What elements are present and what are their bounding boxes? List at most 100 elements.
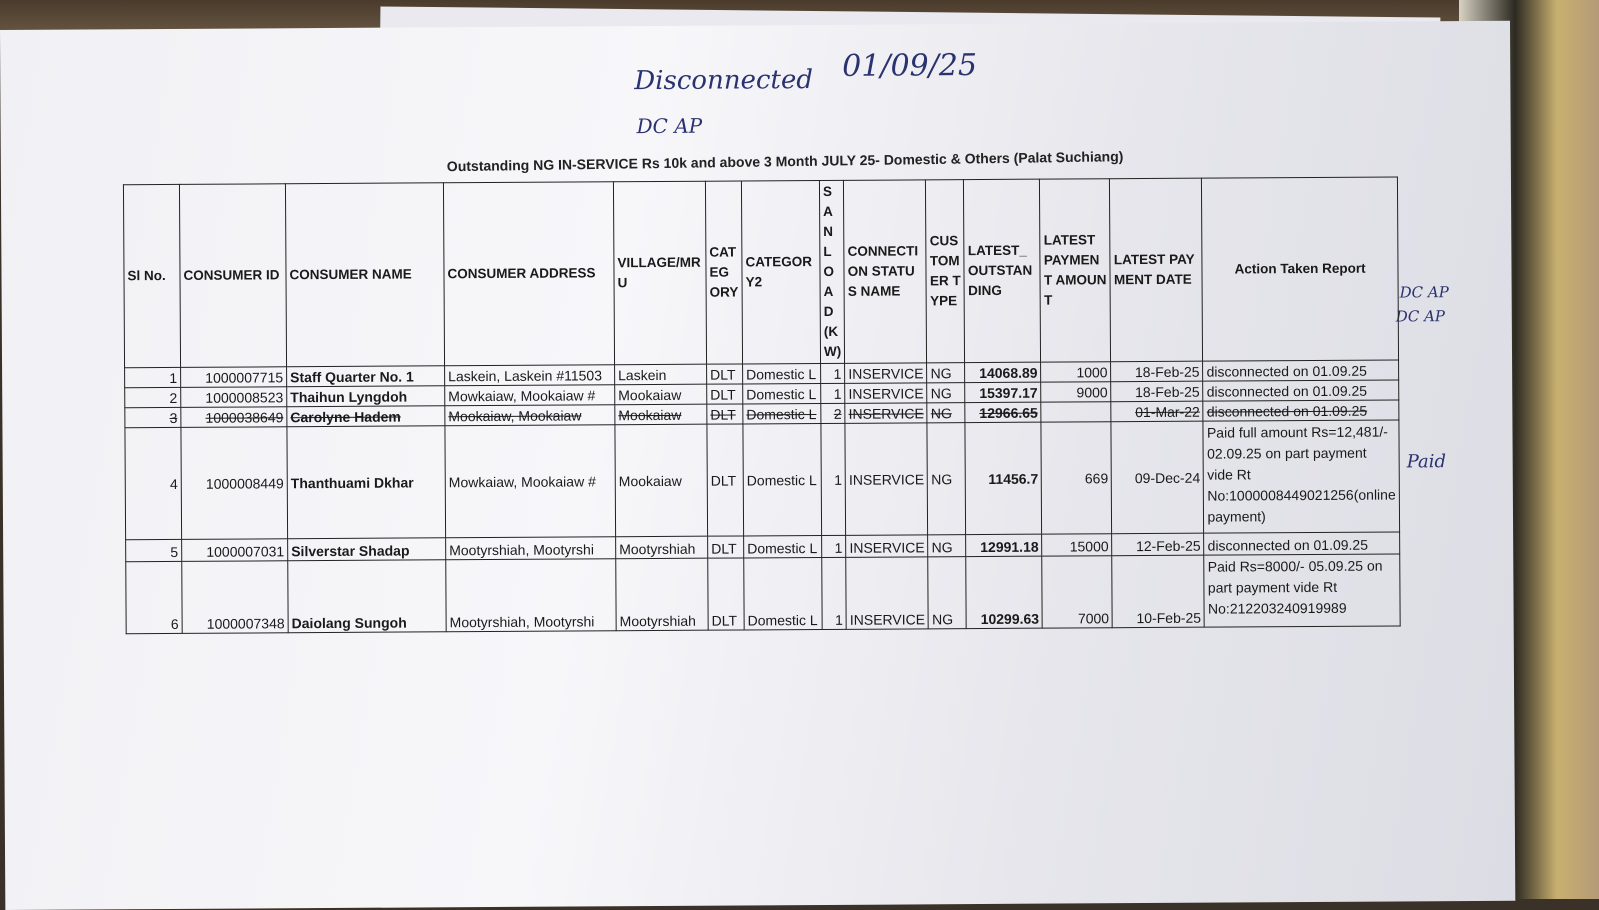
table-cell: disconnected on 01.09.25 (1202, 359, 1399, 382)
table-cell: INSERVICE (845, 556, 929, 630)
table-cell: 1000007348 (181, 560, 289, 634)
table-cell: NG (927, 402, 966, 423)
column-header: LATEST PAYMENT AMOUNT (1039, 178, 1112, 363)
table-cell: DLT (706, 383, 743, 405)
table-cell: 11456.7 (965, 422, 1043, 535)
handwritten-date: 01/09/25 (842, 48, 978, 84)
table-cell: 4 (124, 427, 182, 540)
table-cell: Mowkaiaw, Mookaiaw # (444, 384, 615, 406)
column-header: CATEGORY2 (741, 180, 821, 364)
table-cell: 01-Mar-22 (1111, 401, 1204, 422)
table-cell: 1 (821, 557, 847, 630)
table-cell: Mookaiaw (614, 404, 707, 425)
table-cell: 2 (820, 403, 846, 424)
margin-note: DC AP (1395, 307, 1446, 326)
table-cell: 1000007715 (180, 366, 287, 388)
table-cell: 1000008523 (180, 386, 287, 408)
table-cell: 10299.63 (966, 556, 1043, 629)
table-cell: Mookaiaw (614, 384, 707, 405)
table-cell: disconnected on 01.09.25 (1204, 531, 1400, 556)
table-cell: Silverstar Shadap (287, 537, 446, 561)
table-cell: DLT (707, 557, 745, 631)
table-cell: Staff Quarter No. 1 (286, 365, 445, 387)
table-cell: 15000 (1042, 533, 1113, 557)
table-cell: Domestic L (742, 403, 821, 424)
table-cell: Thanthuami Dkhar (286, 425, 446, 539)
table-cell: NG (927, 382, 966, 403)
table-cell: 12-Feb-25 (1112, 533, 1205, 556)
column-header: CUSTOMER TYPE (925, 179, 966, 363)
table-cell: 3 (124, 407, 181, 428)
table-cell: 669 (1041, 421, 1113, 535)
table-cell: NG (927, 422, 967, 535)
table-cell: 1000 (1041, 361, 1112, 383)
outstanding-table: Sl No. CONSUMER ID CONSUMER NAME CONSUMER A… (123, 176, 1401, 634)
table-cell: 1000038649 (180, 406, 287, 428)
column-header: SANLOAD(KW) (819, 180, 845, 364)
table-cell: INSERVICE (844, 382, 928, 404)
table-cell: INSERVICE (845, 534, 929, 558)
table-cell: DLT (707, 535, 744, 559)
table-cell: 1000007031 (181, 538, 288, 562)
table-cell: 5 (125, 539, 182, 562)
table-cell: NG (928, 534, 967, 557)
column-header: CONSUMER NAME (285, 182, 445, 367)
table-row: 4 1000008449 Thanthuami Dkhar Mowkaiaw, Moo… (124, 419, 1400, 540)
table-cell: Mookaiaw (614, 424, 708, 537)
table-cell: Daiolang Sungoh (287, 559, 447, 633)
table-cell: DLT (706, 363, 743, 385)
table-cell: 10-Feb-25 (1112, 555, 1205, 628)
table-cell: Mootyrshiah, Mootyrshi (445, 536, 616, 560)
column-header: LATEST PAYMENT DATE (1109, 178, 1203, 362)
table-cell: Domestic L (742, 363, 821, 384)
table-cell: NG (928, 556, 967, 629)
table-cell: INSERVICE (844, 362, 928, 384)
table-cell: 7000 (1042, 555, 1113, 629)
table-cell: INSERVICE (845, 402, 928, 424)
table-cell: Mookaiaw, Mookaiaw (444, 404, 615, 426)
table-cell: disconnected on 01.09.25 (1203, 379, 1399, 402)
column-header: CONNECTION STATUS NAME (843, 179, 928, 364)
table-cell: 09-Dec-24 (1111, 421, 1205, 534)
table-cell: Mootyrshiah (615, 536, 708, 559)
table-cell: Domestic L (743, 535, 822, 558)
table-cell (1041, 401, 1112, 423)
table-cell: NG (927, 362, 966, 383)
table-cell: Domestic L (743, 557, 823, 630)
table-cell: Paid Rs=8000/- 05.09.25 on part payment … (1204, 553, 1401, 628)
table-cell: 12991.18 (966, 534, 1043, 557)
table-cell: 1 (820, 383, 846, 404)
table-cell: 1000008449 (180, 426, 288, 540)
table-cell: 9000 (1041, 381, 1112, 403)
table-cell: Domestic L (742, 423, 822, 536)
table-cell: 2 (124, 387, 181, 408)
table-cell: 1 (820, 423, 846, 536)
table-cell: DLT (706, 423, 744, 537)
column-header: CONSUMER ADDRESS (443, 181, 615, 366)
table-cell: Thaihun Lyngdoh (286, 385, 445, 407)
table-cell: DLT (706, 403, 743, 425)
column-header: LATEST_OUTSTANDING (963, 179, 1042, 363)
table-cell: 6 (125, 561, 183, 634)
table-row: 6 1000007348 Daiolang Sungoh Mootyrshiah, M… (125, 553, 1401, 634)
table-cell: 1 (820, 363, 845, 384)
table-cell: 1 (821, 535, 846, 558)
handwritten-initials: DC AP (636, 113, 703, 139)
document-sheet: Disconnected 01/09/25 DC AP Outstanding … (0, 20, 1516, 910)
table-cell: 14068.89 (965, 362, 1042, 383)
column-header: Action Taken Report (1201, 176, 1399, 362)
column-header: CATEGORY (705, 180, 743, 365)
table-cell: Mootyrshiah (615, 558, 709, 631)
table-cell: Laskein, Laskein #11503 (444, 364, 615, 386)
table-cell: 1 (124, 367, 181, 388)
column-header: Sl No. (123, 184, 181, 368)
document-title: Outstanding NG IN-SERVICE Rs 10k and abo… (446, 148, 1124, 175)
table-cell: INSERVICE (845, 422, 929, 536)
table-cell: Carolyne Hadem (286, 405, 445, 427)
table-cell: 18-Feb-25 (1111, 381, 1204, 402)
column-header: VILLAGE/MRU (613, 181, 707, 365)
table-cell: Laskein (614, 364, 707, 385)
margin-note: DC AP (1399, 283, 1449, 302)
table-cell: Mowkaiaw, Mookaiaw # (444, 424, 616, 538)
table-cell: 15397.17 (965, 382, 1042, 403)
